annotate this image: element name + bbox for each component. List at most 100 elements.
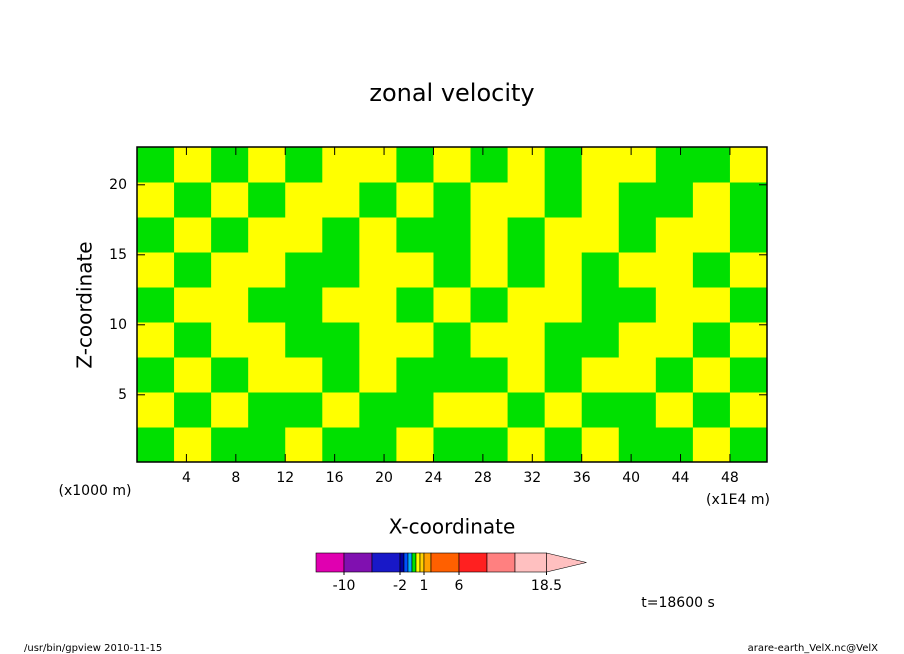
contour-cell	[655, 287, 694, 323]
contour-cell	[396, 147, 434, 183]
contour-cell	[359, 427, 397, 463]
contour-cell	[544, 287, 583, 323]
plot-frame	[136, 146, 768, 463]
contour-cell	[396, 357, 434, 393]
y-unit: (x1000 m)	[59, 483, 132, 499]
y-tick-label: 15	[109, 247, 127, 263]
contour-cell	[692, 182, 731, 218]
contour-cell	[507, 147, 546, 183]
contour-cell	[544, 147, 583, 183]
contour-cell	[248, 287, 286, 323]
contour-cell	[618, 147, 657, 183]
contour-cell	[137, 392, 175, 428]
contour-cell	[655, 427, 694, 463]
contour-cell	[359, 147, 397, 183]
contour-cell	[618, 392, 657, 428]
contour-cell	[655, 392, 694, 428]
contour-cell	[581, 392, 620, 428]
contour-cell	[433, 392, 472, 428]
contour-cell	[729, 252, 768, 288]
contour-cell	[470, 392, 509, 428]
contour-cell	[507, 217, 546, 253]
contour-cell	[211, 252, 249, 288]
contour-cell	[507, 357, 546, 393]
y-tick-label: 10	[109, 317, 127, 333]
x-tick-label: 32	[523, 470, 541, 486]
contour-cell	[618, 217, 657, 253]
x-tick-label: 28	[474, 470, 492, 486]
contour-cell	[692, 147, 731, 183]
contour-cell	[285, 252, 323, 288]
contour-cell	[692, 252, 731, 288]
contour-cell	[137, 322, 175, 358]
contour-cell	[137, 182, 175, 218]
contour-cell	[692, 392, 731, 428]
contour-cell	[692, 287, 731, 323]
contour-cell	[174, 322, 212, 358]
contour-cell	[248, 147, 286, 183]
contour-cell	[322, 322, 360, 358]
contour-cell	[470, 147, 509, 183]
x-tick-label: 44	[672, 470, 690, 486]
contour-cell	[655, 252, 694, 288]
contour-cell	[248, 392, 286, 428]
contour-cell	[433, 322, 472, 358]
contour-cell	[507, 392, 546, 428]
contour-cell	[433, 287, 472, 323]
contour-cell	[248, 217, 286, 253]
contour-cell	[322, 392, 360, 428]
contour-cell	[174, 217, 212, 253]
contour-cell	[396, 252, 434, 288]
contour-cell	[544, 217, 583, 253]
contour-cell	[581, 252, 620, 288]
contour-cell	[359, 182, 397, 218]
contour-cell	[618, 322, 657, 358]
contour-cell	[359, 357, 397, 393]
contour-cell	[655, 182, 694, 218]
contour-cell	[285, 182, 323, 218]
colorbar-box	[419, 552, 425, 573]
contour-cell	[544, 322, 583, 358]
contour-cell	[174, 392, 212, 428]
contour-cell	[544, 182, 583, 218]
x-tick-label: 40	[622, 470, 640, 486]
contour-cell	[285, 217, 323, 253]
colorbar-box	[399, 552, 405, 573]
contour-cell	[359, 287, 397, 323]
contour-cell	[692, 427, 731, 463]
contour-cell	[470, 287, 509, 323]
contour-cell	[359, 217, 397, 253]
contour-cell	[211, 427, 249, 463]
contour-cell	[433, 182, 472, 218]
contour-cell	[433, 357, 472, 393]
contour-cell	[470, 252, 509, 288]
footer-left: /usr/bin/gpview 2010-11-15	[24, 643, 162, 654]
footer-right: arare-earth_VelX.nc@VelX	[748, 643, 879, 654]
contour-cell	[396, 287, 434, 323]
contour-cell	[137, 357, 175, 393]
colorbar-box	[315, 552, 345, 573]
contour-cell	[655, 322, 694, 358]
contour-cell	[618, 357, 657, 393]
contour-cell	[433, 252, 472, 288]
contour-cell	[581, 182, 620, 218]
contour-cell	[322, 357, 360, 393]
contour-cell	[211, 217, 249, 253]
contour-cell	[618, 287, 657, 323]
contour-cell	[544, 392, 583, 428]
x-tick-label: 20	[375, 470, 393, 486]
contour-cell	[137, 287, 175, 323]
contour-cell	[211, 182, 249, 218]
contour-cell	[729, 357, 768, 393]
contour-cell	[581, 147, 620, 183]
contour-cell	[285, 147, 323, 183]
y-tick-label: 5	[118, 387, 127, 403]
contour-cell	[729, 182, 768, 218]
contour-cell	[248, 427, 286, 463]
colorbar-box	[423, 552, 432, 573]
contour-cell	[433, 217, 472, 253]
contour-cell	[285, 357, 323, 393]
contour-cell	[581, 322, 620, 358]
x-axis-label: X-coordinate	[389, 515, 516, 539]
